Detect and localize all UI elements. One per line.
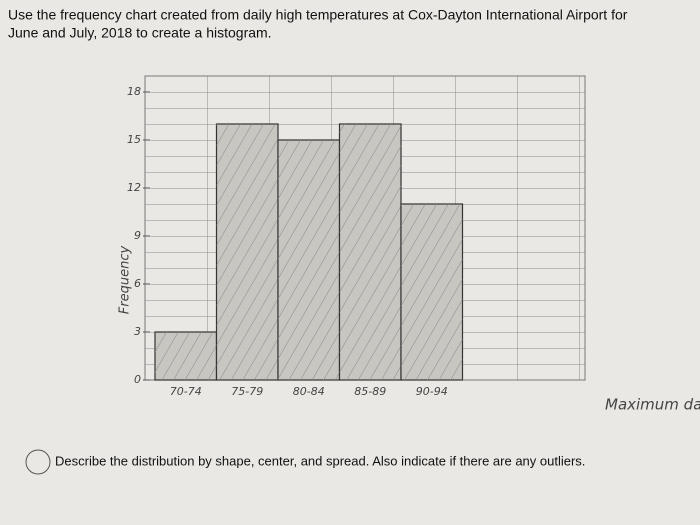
bar-hatch: [216, 124, 278, 380]
question: Describe the distribution by shape, cent…: [55, 453, 585, 468]
bar-hatch: [401, 204, 463, 380]
y-tick-label: 18: [127, 85, 141, 98]
x-tick-label: 90-94: [416, 385, 448, 398]
x-tick-label: 70-74: [170, 385, 202, 398]
x-tick-label: 80-84: [293, 385, 325, 398]
y-tick-label: 6: [134, 277, 141, 290]
header-line: June and July, 2018 to create a histogra…: [8, 25, 272, 41]
header-line: Use the frequency chart created from dai…: [8, 7, 628, 23]
y-tick-label: 3: [134, 325, 141, 338]
bar-hatch: [278, 140, 340, 380]
x-axis-label: Maximum daily Te: [605, 396, 700, 414]
plot: 0 3 6 9 12 15 18 70-74 75-79 80-84 85-89 90-94: [127, 85, 464, 398]
x-tick-label: 85-89: [354, 385, 386, 398]
y-tick-label: 12: [127, 181, 141, 194]
bar-hatch: [155, 332, 217, 380]
bar-hatch: [339, 124, 401, 380]
x-tick-label: 75-79: [231, 385, 263, 398]
y-tick-label: 15: [127, 133, 141, 146]
question-mark-circle: [25, 449, 51, 475]
y-axis-label: Frequency: [118, 245, 133, 314]
y-tick-label: 0: [134, 373, 141, 386]
y-tick-label: 9: [134, 229, 141, 242]
